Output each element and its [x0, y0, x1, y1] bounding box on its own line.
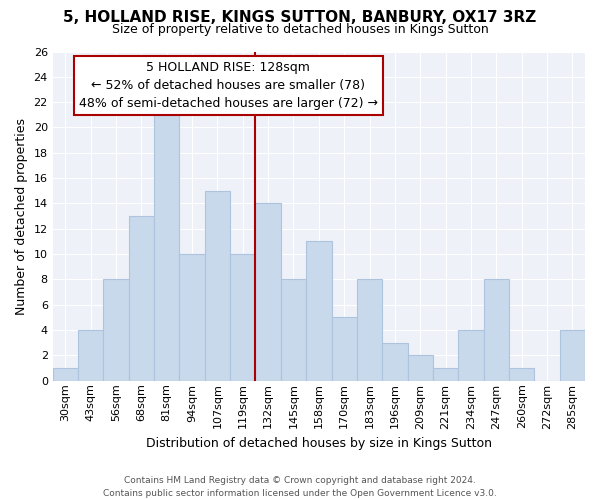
Bar [53, 368, 78, 381]
Text: 5 HOLLAND RISE: 128sqm
← 52% of detached houses are smaller (78)
48% of semi-det: 5 HOLLAND RISE: 128sqm ← 52% of detached… [79, 62, 378, 110]
X-axis label: Distribution of detached houses by size in Kings Sutton: Distribution of detached houses by size … [146, 437, 492, 450]
Bar [357, 280, 382, 381]
Bar [129, 216, 154, 381]
Bar [509, 368, 535, 381]
Bar [103, 280, 129, 381]
Y-axis label: Number of detached properties: Number of detached properties [15, 118, 28, 314]
Text: Contains HM Land Registry data © Crown copyright and database right 2024.
Contai: Contains HM Land Registry data © Crown c… [103, 476, 497, 498]
Bar [484, 280, 509, 381]
Bar [154, 102, 179, 381]
Text: 5, HOLLAND RISE, KINGS SUTTON, BANBURY, OX17 3RZ: 5, HOLLAND RISE, KINGS SUTTON, BANBURY, … [64, 10, 536, 25]
Bar [256, 204, 281, 381]
Bar [560, 330, 585, 381]
Bar [281, 280, 306, 381]
Bar [230, 254, 256, 381]
Bar [205, 191, 230, 381]
Bar [179, 254, 205, 381]
Bar [306, 242, 332, 381]
Bar [458, 330, 484, 381]
Text: Size of property relative to detached houses in Kings Sutton: Size of property relative to detached ho… [112, 22, 488, 36]
Bar [407, 356, 433, 381]
Bar [332, 318, 357, 381]
Bar [433, 368, 458, 381]
Bar [78, 330, 103, 381]
Bar [382, 343, 407, 381]
